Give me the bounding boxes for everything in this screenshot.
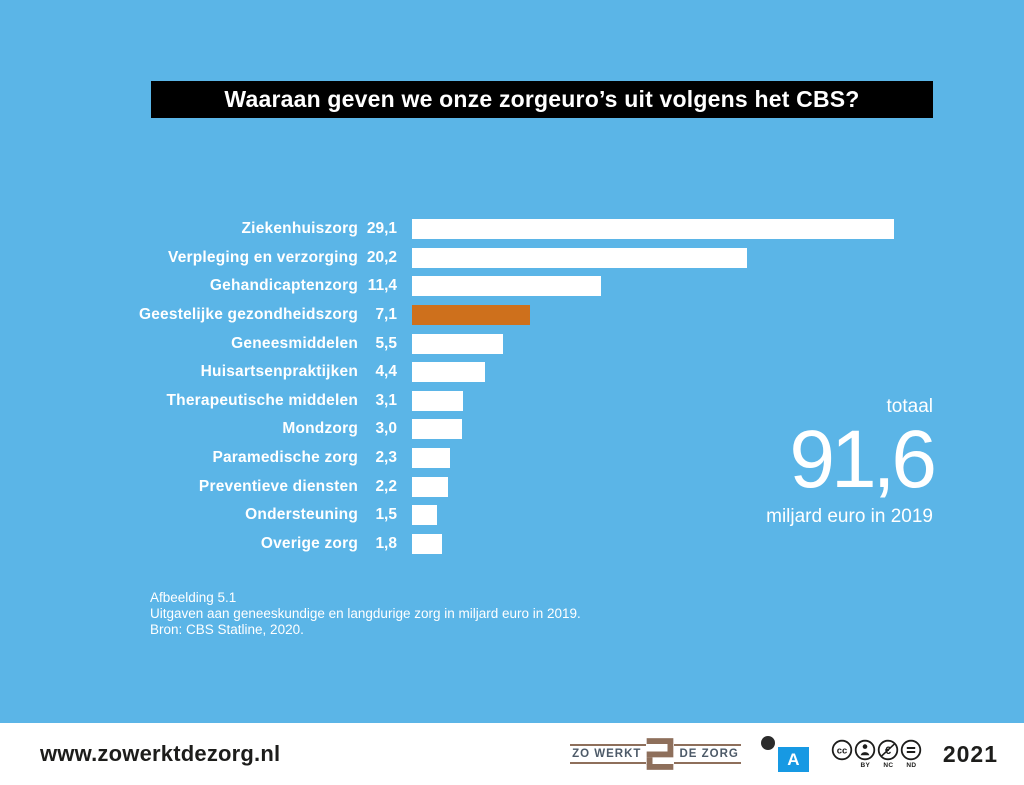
chart-row: Preventieve diensten 2,2 bbox=[0, 472, 1024, 501]
category-label: Preventieve diensten bbox=[198, 477, 358, 495]
year-label: 2021 bbox=[942, 740, 998, 767]
value-label: 3,1 bbox=[375, 391, 397, 409]
value-label: 11,4 bbox=[367, 277, 397, 295]
chart-row: Geestelijke gezondheidszorg 7,1 bbox=[0, 301, 1024, 330]
argumentenfabriek-icon: A bbox=[760, 736, 811, 772]
value-label: 1,5 bbox=[375, 506, 397, 524]
svg-text:cc: cc bbox=[837, 746, 848, 757]
caption-source: Bron: CBS Statline, 2020. bbox=[150, 622, 304, 637]
chart-row: Ondersteuning 1,5 bbox=[0, 501, 1024, 530]
cc-nd-icon: ND bbox=[900, 739, 923, 769]
value-label: 29,1 bbox=[366, 220, 397, 238]
logo-text-left: ZO WERKT bbox=[570, 744, 647, 764]
category-label: Overige zorg bbox=[260, 534, 358, 552]
value-label: 1,8 bbox=[375, 534, 397, 552]
page-title: Waaraan geven we onze zorgeuro’s uit vol… bbox=[224, 86, 860, 112]
caption-description: Uitgaven aan geneeskundige en langdurige… bbox=[150, 606, 581, 621]
category-label: Huisartsenpraktijken bbox=[200, 363, 358, 381]
category-label: Verpleging en verzorging bbox=[168, 248, 358, 266]
bar-highlighted bbox=[412, 305, 530, 326]
bar bbox=[412, 219, 894, 240]
zwdz-z-icon bbox=[647, 738, 674, 770]
cc-nc-icon: € NC bbox=[877, 739, 900, 769]
bar bbox=[412, 333, 504, 354]
bar bbox=[412, 448, 451, 469]
category-label: Geestelijke gezondheidszorg bbox=[138, 306, 358, 324]
category-label: Ziekenhuiszorg bbox=[241, 220, 358, 238]
af-ring-icon bbox=[760, 736, 775, 750]
bar bbox=[412, 505, 437, 526]
title-bar: Waaraan geven we onze zorgeuro’s uit vol… bbox=[151, 81, 933, 118]
cc-icon: cc bbox=[831, 739, 854, 761]
bar bbox=[412, 419, 462, 440]
chart-row: Gehandicaptenzorg 11,4 bbox=[0, 272, 1024, 301]
website-url: www.zowerktdezorg.nl bbox=[40, 741, 281, 766]
chart-row: Verpleging en verzorging 20,2 bbox=[0, 244, 1024, 273]
figure-caption: Afbeelding 5.1 Uitgaven aan geneeskundig… bbox=[150, 590, 581, 638]
value-label: 7,1 bbox=[375, 306, 397, 324]
total-label: totaal bbox=[886, 396, 933, 417]
caption-figure-number: Afbeelding 5.1 bbox=[150, 590, 237, 605]
chart-row: Huisartsenpraktijken 4,4 bbox=[0, 358, 1024, 387]
bar bbox=[412, 276, 601, 297]
value-label: 4,4 bbox=[375, 363, 397, 381]
footer-logos: ZO WERKT DE ZORG A bbox=[570, 734, 998, 774]
value-label: 2,3 bbox=[375, 449, 397, 467]
af-letter: A bbox=[777, 747, 809, 772]
value-label: 3,0 bbox=[375, 420, 397, 438]
category-label: Ondersteuning bbox=[245, 506, 358, 524]
footer: www.zowerktdezorg.nl ZO WERKT bbox=[0, 723, 1024, 785]
logo-text-right: DE ZORG bbox=[674, 744, 741, 764]
chart-row: Paramedische zorg 2,3 bbox=[0, 444, 1024, 473]
category-label: Geneesmiddelen bbox=[231, 334, 358, 352]
bar bbox=[412, 362, 485, 383]
total-subtitle: miljard euro in 2019 bbox=[766, 506, 933, 528]
cc-license-badges: cc BY € NC bbox=[831, 739, 923, 769]
chart-row: Mondzorg 3,0 bbox=[0, 415, 1024, 444]
chart-row: Geneesmiddelen 5,5 bbox=[0, 329, 1024, 358]
cc-by-icon: BY bbox=[854, 739, 877, 769]
bar-chart: Ziekenhuiszorg 29,1 Verpleging en verzorgi… bbox=[0, 215, 1024, 558]
category-label: Paramedische zorg bbox=[212, 449, 358, 467]
total-value: 91,6 bbox=[789, 414, 937, 505]
category-label: Gehandicaptenzorg bbox=[209, 277, 358, 295]
value-label: 20,2 bbox=[366, 248, 397, 266]
chart-row: Therapeutische middelen 3,1 bbox=[0, 387, 1024, 416]
value-label: 5,5 bbox=[375, 334, 397, 352]
category-label: Mondzorg bbox=[282, 420, 358, 438]
total-block: totaal 91,6 miljard euro in 2019 bbox=[766, 396, 937, 528]
bar bbox=[412, 247, 747, 268]
bar bbox=[412, 533, 442, 554]
zowerktdezorg-logo: ZO WERKT DE ZORG bbox=[570, 734, 741, 774]
value-label: 2,2 bbox=[375, 477, 397, 495]
category-label: Therapeutische middelen bbox=[166, 391, 358, 409]
chart-row: Ziekenhuiszorg 29,1 bbox=[0, 215, 1024, 244]
bar bbox=[412, 476, 449, 497]
bar bbox=[412, 390, 464, 411]
chart-row: Overige zorg 1,8 bbox=[0, 530, 1024, 559]
